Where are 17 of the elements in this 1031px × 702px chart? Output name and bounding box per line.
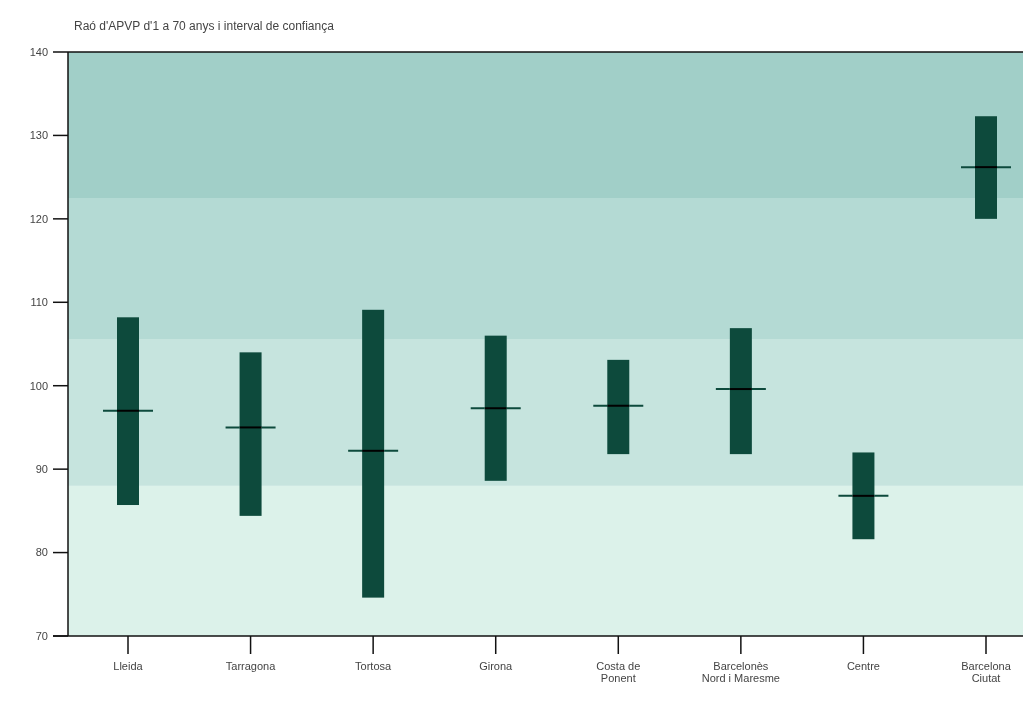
x-tick-label: Girona [479,660,514,672]
y-tick-label: 120 [29,212,48,225]
y-tick-label: 70 [35,629,48,642]
x-tick-label: Tarragona [225,660,277,672]
chart-title: Raó d'APVP d'1 a 70 anys i interval de confiança [74,19,335,33]
x-tick-label: Costa de Ponent [596,660,641,684]
y-tick-label: 100 [29,379,48,392]
y-tick-label: 110 [30,296,48,309]
y-tick-label: 140 [29,45,48,58]
x-tick-label: Barcelona Ciutat [961,660,1012,684]
y-tick-label: 90 [35,462,48,475]
x-tick-label: Tortosa [355,660,393,672]
y-tick-label: 130 [29,129,48,142]
x-tick-label: Lleida [113,660,144,672]
x-tick-label: Centre [846,660,880,672]
y-tick-label: 80 [35,546,48,559]
x-tick-label: Barcelonès Nord i Maresme [701,660,780,684]
